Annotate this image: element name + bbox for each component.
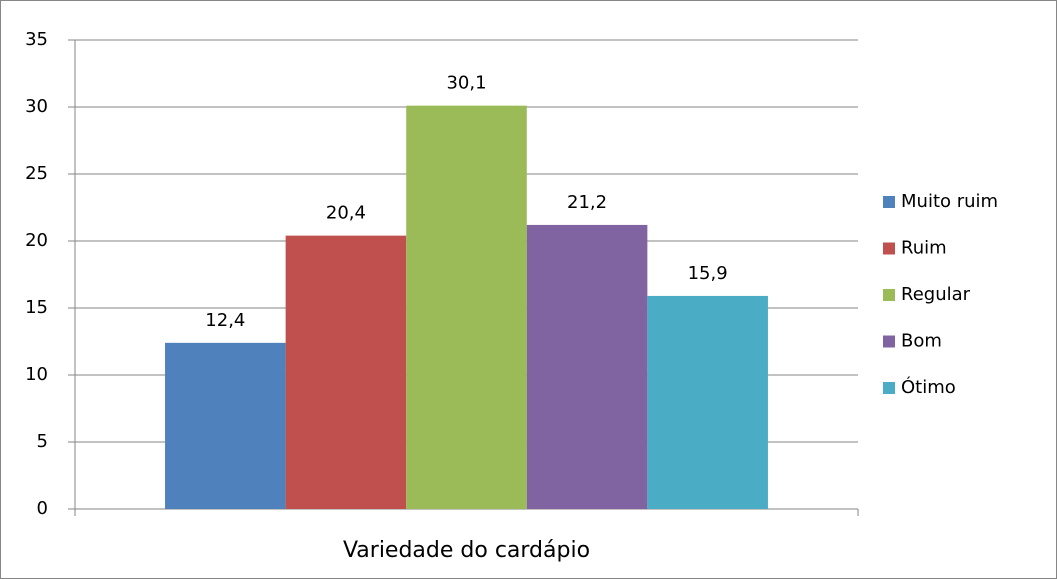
legend-swatch (883, 196, 895, 208)
legend-swatch (883, 382, 895, 394)
bar (285, 235, 407, 509)
bar (165, 342, 286, 509)
y-tick-label: 0 (37, 498, 48, 519)
bar (647, 295, 768, 509)
data-label: 21,2 (567, 192, 607, 213)
bar (526, 224, 648, 510)
bar (406, 105, 527, 509)
y-tick-label: 15 (25, 297, 48, 318)
y-tick-label: 10 (25, 364, 48, 385)
legend-label: Ruim (901, 238, 947, 259)
y-tick-label: 20 (25, 230, 48, 251)
data-label: 20,4 (326, 203, 366, 224)
legend-swatch (883, 335, 895, 348)
y-tick-label: 25 (25, 163, 48, 184)
legend-label: Bom (901, 331, 942, 352)
data-label: 12,4 (205, 310, 245, 331)
x-tick-label: Variedade do cardápio (343, 538, 590, 563)
legend-swatch (883, 289, 895, 301)
y-tick-label: 5 (37, 431, 48, 452)
data-label: 30,1 (446, 73, 486, 94)
legend-label: Ótimo (901, 376, 956, 398)
data-label: 15,9 (688, 263, 728, 284)
y-tick-label: 30 (25, 96, 48, 117)
legend-swatch (883, 242, 895, 255)
legend-label: Muito ruim (901, 191, 998, 212)
legend-label: Regular (901, 284, 971, 305)
y-tick-label: 35 (25, 29, 48, 50)
